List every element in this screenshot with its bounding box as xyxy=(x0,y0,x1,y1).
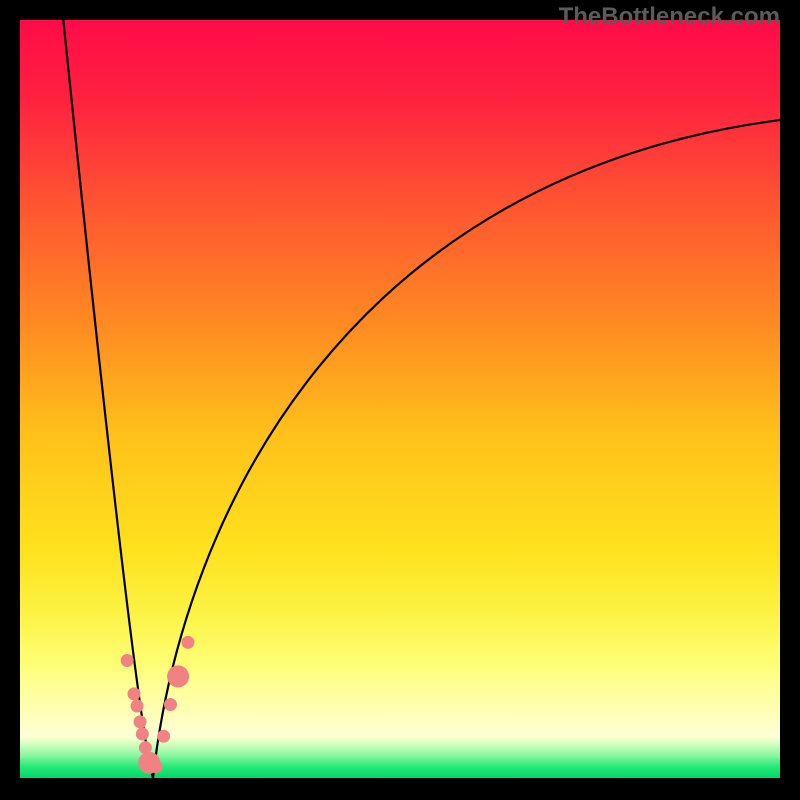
data-marker xyxy=(131,699,144,712)
watermark-text: TheBottleneck.com xyxy=(559,3,780,31)
chart-frame: TheBottleneck.com xyxy=(0,0,800,800)
plot-area xyxy=(20,20,780,778)
data-marker xyxy=(181,636,194,649)
marker-group xyxy=(121,636,195,774)
data-marker xyxy=(150,760,163,773)
data-marker xyxy=(121,654,134,667)
data-marker xyxy=(134,715,147,728)
data-marker xyxy=(164,698,177,711)
data-marker xyxy=(136,728,149,741)
data-marker xyxy=(167,665,189,687)
data-marker xyxy=(128,687,141,700)
data-marker xyxy=(157,730,170,743)
bottleneck-curve xyxy=(63,20,780,778)
curve-layer xyxy=(20,20,780,778)
